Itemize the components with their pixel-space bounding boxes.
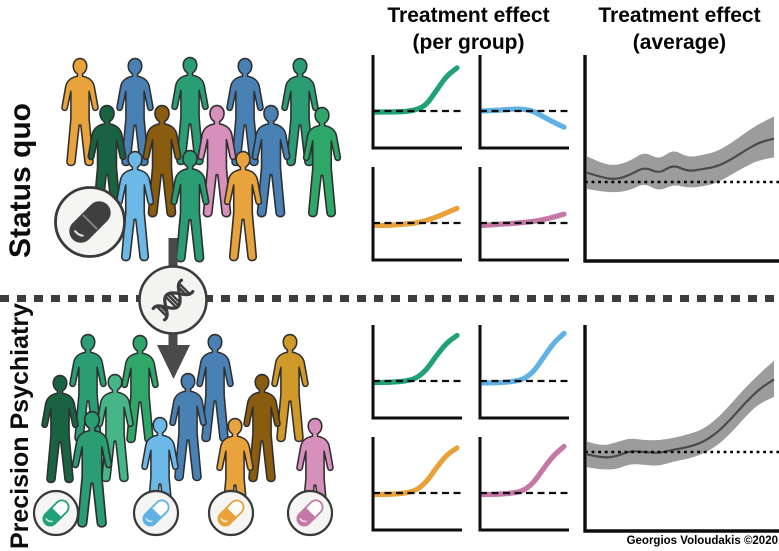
plot-precision-group-pink [477, 437, 569, 533]
pill-icon-blue [132, 489, 180, 537]
credit-text: Georgios Voloudakis ©2020 [626, 535, 778, 547]
pill-icon-orange [207, 489, 255, 537]
average-title-line2: (average) [632, 31, 727, 54]
dna-icon [138, 265, 208, 335]
pill-icon-dark [54, 186, 126, 258]
plot-status-quo-group-orange [370, 167, 462, 263]
plot-status-quo-group-blue [477, 55, 569, 151]
plot-status-quo-group-green [370, 55, 462, 151]
per-group-title-line1: Treatment effect [387, 4, 550, 27]
average-title: Treatment effect (average) [580, 2, 779, 56]
per-group-title-line2: (per group) [412, 31, 525, 54]
plot-precision-group-blue [477, 325, 569, 421]
section-label-status-quo: Status quo [4, 103, 37, 258]
average-title-line1: Treatment effect [598, 4, 761, 27]
plot-precision-group-green [370, 325, 462, 421]
section-divider-dotted-line [0, 295, 779, 302]
per-group-title: Treatment effect (per group) [366, 2, 571, 56]
plot-precision-average [582, 325, 779, 534]
pill-icon-green [32, 489, 80, 537]
section-label-precision-psychiatry: Precision Psychiatry [6, 303, 34, 549]
plot-precision-group-orange [370, 437, 462, 533]
pill-icon-pink [286, 489, 334, 537]
plot-status-quo-average [582, 55, 779, 264]
plot-status-quo-group-pink [477, 167, 569, 263]
